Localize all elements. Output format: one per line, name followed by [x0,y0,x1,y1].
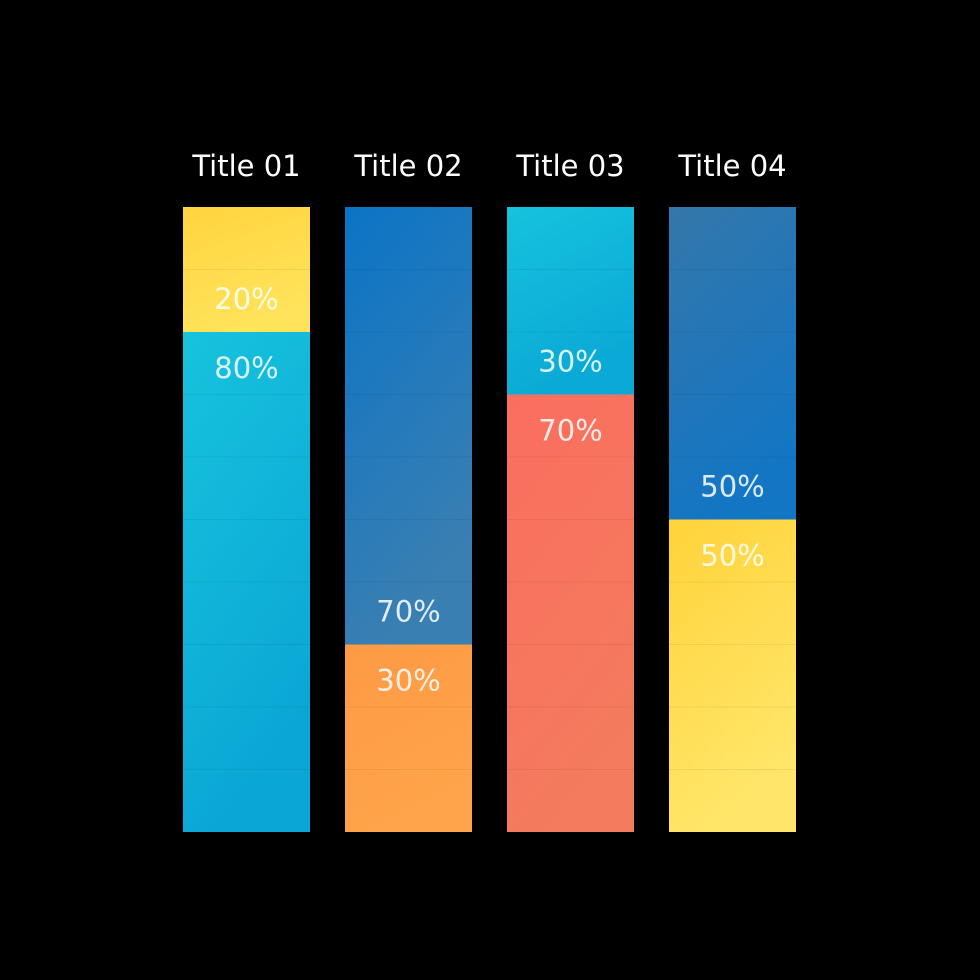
data-label: 50% [700,470,764,504]
bar-segment [669,207,796,520]
column-1: Title 01 20% 80% [183,149,310,832]
bar-segment [183,207,310,332]
data-label: 30% [376,664,440,698]
column-3: Title 03 30% 70% [507,149,634,832]
bar-segment [183,332,310,832]
chart-plot-area: Title 01 20% 80% Title 02 70% 30% Title 03 30% 7… [183,149,796,832]
column-title: Title 01 [191,149,300,183]
data-label: 70% [538,414,602,448]
bar-segment [345,644,472,832]
bar-segment [669,519,796,832]
bar-segment [507,394,634,832]
bar-segment [345,207,472,645]
data-label: 50% [700,539,764,573]
column-title: Title 03 [515,149,624,183]
column-2: Title 02 70% 30% [345,149,472,832]
column-title: Title 04 [677,149,786,183]
column-4: Title 04 50% 50% [669,149,796,832]
data-label: 80% [214,351,278,385]
bar-segment [507,207,634,395]
column-title: Title 02 [353,149,462,183]
data-label: 20% [214,282,278,316]
data-label: 30% [538,345,602,379]
data-label: 70% [376,595,440,629]
